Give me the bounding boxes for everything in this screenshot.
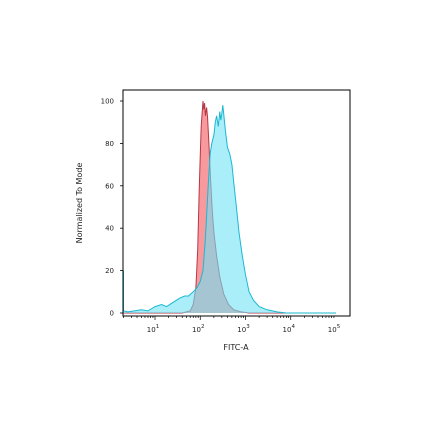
series-2-line [123,105,336,314]
y-tick-label: 0 [110,310,114,318]
x-tick-label: 105 [328,324,341,334]
series-layer [123,100,336,314]
x-tick-label: 101 [147,324,159,334]
series-2-area [123,105,336,313]
y-axis-label: Normalized To Mode [75,163,84,244]
y-axis: 0 20 40 60 80 100 [101,98,123,318]
plot-frame [122,89,351,317]
x-tick-label: 102 [192,324,204,334]
y-tick-label: 20 [105,267,114,275]
x-axis: 101 102 103 104 105 [123,316,341,334]
y-tick-label: 40 [105,225,114,233]
x-tick-label: 104 [283,324,296,334]
y-tick-label: 100 [101,98,114,106]
x-tick-label: 103 [237,324,250,334]
y-tick-label: 80 [105,140,114,148]
x-axis-label: FITC-A [223,343,249,352]
y-tick-label: 60 [105,182,114,190]
